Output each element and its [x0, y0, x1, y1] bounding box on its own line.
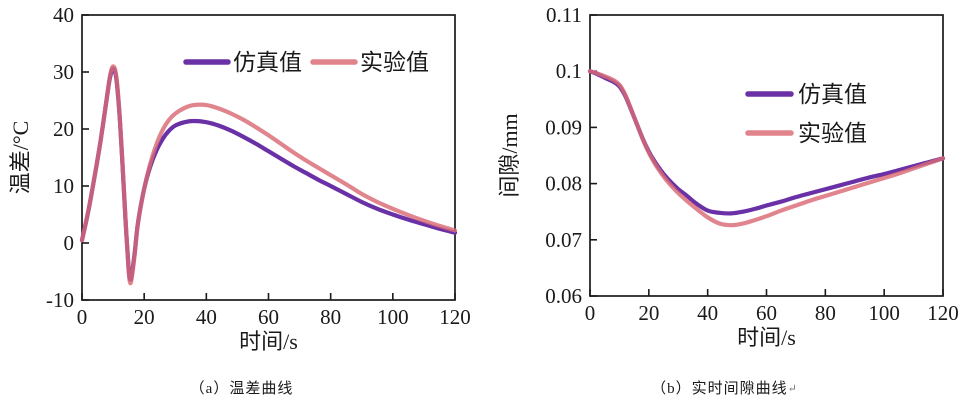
chart-a-temperature-difference: 0 20 40 60 80 100 120-10010203040时间/s温差/°C仿真值实… [8, 3, 471, 354]
x-tick-label-b: 0 [585, 301, 596, 325]
y-tick-label-b: 0.08 [545, 172, 582, 196]
x-tick-label-a: 80 [320, 305, 341, 329]
y-tick-label-b: 0.1 [556, 59, 582, 83]
caption-a-text: （a）温差曲线 [189, 381, 294, 397]
legend-label-experiment: 实验值 [798, 121, 867, 146]
x-tick-label-b: 40 [697, 301, 718, 325]
y-tick-label-b: 0.11 [546, 3, 582, 27]
x-tick-label-b: 60 [756, 301, 777, 325]
x-tick-label-b: 120 [927, 301, 959, 325]
y-tick-label-a: 20 [53, 117, 74, 141]
caption-b-text: （b）实时间隙曲线 [651, 381, 788, 397]
x-tick-label-a: 20 [134, 305, 155, 329]
y-tick-label-a: 10 [53, 174, 74, 198]
x-tick-label-a: 60 [258, 305, 279, 329]
legend-label-simulation: 仿真值 [798, 82, 867, 107]
legend-label-simulation: 仿真值 [233, 50, 302, 75]
plot-box-b [589, 14, 944, 297]
y-tick-label-a: 40 [53, 3, 74, 27]
x-tick-label-a: 120 [439, 305, 471, 329]
chart-panel-gap: 0 20 40 60 80 100 120 0.06 0.07 0.08 0.09 0.1 0.11 时间… [483, 0, 966, 370]
y-tick-label-a: 30 [53, 60, 74, 84]
series-a-experiment [79, 64, 458, 286]
x-tick-label-b: 20 [638, 301, 659, 325]
x-axis-title-a: 时间/s [239, 329, 298, 354]
y-axis-title-b: 间隙/mm [497, 113, 522, 197]
x-tick-label-a: 0 [77, 305, 88, 329]
x-axis-title-b: 时间/s [737, 325, 796, 350]
chart-b-gap: 0 20 40 60 80 100 120 0.06 0.07 0.08 0.09 0.1 0.11 时间… [497, 3, 959, 350]
chart-panel-temperature: 0 20 40 60 80 100 120 -10 0 10 20 30 40 时间/s 温差/°C 仿真值实… [0, 0, 483, 370]
caption-a: （a）温差曲线 [0, 377, 483, 398]
y-tick-label-b: 0.09 [545, 115, 582, 139]
caption-b: （b）实时间隙曲线↵ [483, 377, 966, 398]
paragraph-mark: ↵ [787, 383, 798, 395]
y-tick-label-b: 0.07 [545, 228, 582, 252]
x-tick-label-b: 80 [815, 301, 836, 325]
series-b-experiment [587, 69, 946, 228]
x-tick-label-a: 100 [377, 305, 409, 329]
y-tick-label-a: -10 [46, 288, 74, 312]
x-tick-label-b: 100 [868, 301, 900, 325]
y-tick-label-b: 0.06 [545, 284, 582, 308]
y-axis-title-a: 温差/°C [8, 121, 33, 195]
y-tick-label-a: 0 [64, 231, 75, 255]
series-a-simulation [79, 66, 458, 282]
x-tick-label-a: 40 [196, 305, 217, 329]
legend-label-experiment: 实验值 [360, 50, 429, 75]
